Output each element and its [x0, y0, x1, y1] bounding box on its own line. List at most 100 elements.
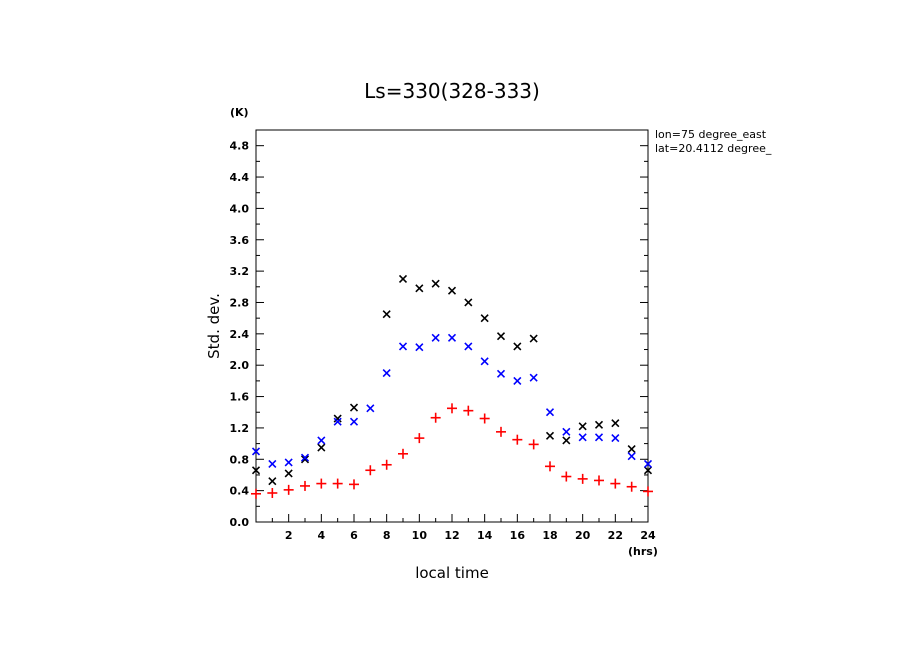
marker-stroke: [545, 431, 555, 440]
data-point: [528, 439, 539, 450]
data-point: [284, 469, 293, 478]
marker-stroke: [480, 314, 489, 323]
data-point: [464, 342, 473, 351]
y-axis: 0.0 0.4 0.8 1.2 1.6 2.0 2.4 2.8 3.2 3.6 4.0 4.4 4.8: [230, 140, 648, 529]
data-point: [512, 434, 523, 445]
data-point: [300, 455, 310, 464]
y-tick-label: 0.4: [230, 485, 250, 498]
data-point: [284, 458, 293, 467]
marker-stroke: [382, 310, 391, 319]
data-point: [268, 459, 277, 469]
y-unit-label: (K): [230, 106, 249, 119]
data-point: [268, 477, 277, 486]
marker-stroke: [611, 419, 620, 428]
y-tick-label: 3.2: [230, 265, 250, 278]
marker-stroke: [578, 433, 587, 442]
data-point: [545, 408, 555, 417]
data-point: [430, 412, 441, 423]
data-point: [529, 373, 538, 382]
marker-stroke: [415, 343, 424, 352]
marker-stroke: [447, 333, 457, 342]
marker-stroke: [431, 279, 440, 288]
y-tick-label: 2.8: [230, 296, 250, 309]
data-point: [251, 488, 261, 499]
data-point: [316, 478, 327, 489]
data-point: [251, 447, 261, 456]
data-point: [283, 484, 294, 495]
x-tick-label: 24: [640, 529, 656, 542]
x-unit-label: (hrs): [628, 545, 658, 558]
data-point: [447, 286, 457, 295]
x-tick-label: 6: [350, 529, 358, 542]
x-axis-label: local time: [415, 564, 489, 582]
marker-stroke: [349, 417, 359, 426]
marker-stroke: [464, 342, 473, 351]
marker-stroke: [251, 466, 261, 475]
data-point: [333, 417, 342, 426]
x-tick-label: 18: [542, 529, 557, 542]
x-tick-label: 22: [608, 529, 623, 542]
marker-stroke: [366, 404, 375, 413]
data-point: [349, 479, 359, 490]
data-point: [545, 461, 555, 472]
chart-title: Ls=330(328-333): [364, 79, 540, 103]
plot-frame: [255, 129, 649, 523]
marker-stroke: [464, 298, 473, 307]
annotation-lat: lat=20.4112 degree_: [655, 142, 772, 155]
data-point: [349, 403, 359, 412]
data-point: [480, 314, 489, 323]
data-point: [333, 414, 342, 423]
data-point: [447, 403, 457, 414]
data-point: [480, 357, 489, 366]
x-tick-label: 14: [477, 529, 493, 542]
data-point: [545, 431, 555, 440]
y-tick-label: 2.0: [230, 359, 250, 372]
data-point: [627, 452, 636, 461]
data-point: [594, 475, 604, 486]
data-point: [447, 333, 457, 342]
data-point: [464, 298, 473, 307]
marker-stroke: [480, 357, 489, 366]
data-point: [365, 465, 376, 476]
data-point: [610, 478, 621, 489]
marker-stroke: [268, 459, 277, 469]
data-point: [611, 419, 620, 428]
data-point: [366, 404, 375, 413]
marker-stroke: [594, 420, 604, 429]
marker-stroke: [268, 477, 277, 486]
x-tick-label: 8: [383, 529, 391, 542]
marker-stroke: [643, 466, 653, 475]
data-point: [513, 342, 522, 351]
marker-stroke: [333, 417, 342, 426]
data-point: [479, 413, 490, 424]
data-point: [267, 487, 278, 498]
data-point: [300, 453, 310, 462]
marker-stroke: [627, 445, 636, 454]
data-point: [317, 436, 326, 445]
y-tick-label: 1.6: [230, 391, 250, 404]
marker-stroke: [382, 368, 391, 378]
marker-stroke: [317, 436, 326, 445]
marker-stroke: [398, 342, 408, 351]
y-tick-label: 0.0: [230, 516, 250, 529]
data-point: [431, 279, 440, 288]
marker-stroke: [447, 286, 457, 295]
data-point: [627, 445, 636, 454]
marker-stroke: [300, 453, 310, 462]
marker-stroke: [562, 436, 571, 445]
marker-stroke: [594, 433, 604, 442]
marker-stroke: [529, 373, 538, 382]
x-tick-label: 10: [412, 529, 428, 542]
y-axis-label: Std. dev.: [205, 293, 223, 359]
marker-stroke: [513, 376, 522, 385]
marker-stroke: [562, 427, 571, 436]
marker-stroke: [545, 408, 555, 417]
data-point: [562, 436, 571, 445]
data-point: [398, 274, 408, 284]
data-point: [643, 486, 653, 497]
data-point: [382, 310, 391, 319]
data-point: [578, 422, 587, 431]
data-point: [431, 333, 440, 342]
data-points: [251, 274, 653, 499]
x-tick-label: 12: [444, 529, 459, 542]
